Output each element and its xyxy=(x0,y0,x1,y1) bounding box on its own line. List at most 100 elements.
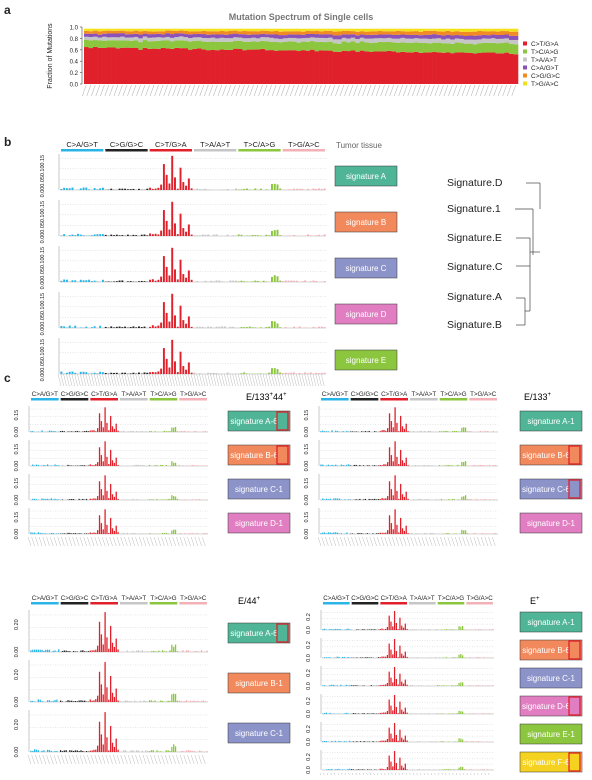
stack-segment xyxy=(301,38,306,41)
spectrum-bar xyxy=(54,499,55,500)
panel-b-ytick: 0.10 xyxy=(40,165,46,176)
stack-segment xyxy=(495,39,500,43)
context-label-mark xyxy=(322,537,325,546)
stack-segment xyxy=(391,29,396,32)
stack-segment xyxy=(410,35,415,39)
cell-label-mark xyxy=(182,85,186,96)
cell-label-mark xyxy=(173,85,177,96)
spectrum-bar xyxy=(144,235,146,236)
stack-segment xyxy=(360,34,365,37)
spectrum-bar xyxy=(182,320,184,328)
panel-c-ytick: 0.15 xyxy=(14,444,20,455)
spectrum-bar xyxy=(130,327,132,328)
spectrum-bar xyxy=(390,706,391,714)
stack-segment xyxy=(315,31,320,34)
stack-segment xyxy=(138,38,143,42)
spectrum-bar xyxy=(94,373,96,374)
spectrum-bar xyxy=(496,431,497,432)
context-label-mark xyxy=(169,537,172,546)
panel-c-ytick: 0.00 xyxy=(14,697,20,708)
stack-segment xyxy=(324,42,329,50)
stack-segment xyxy=(450,40,455,44)
spectrum-bar xyxy=(174,269,176,282)
spectrum-bar xyxy=(470,431,471,432)
stack-segment xyxy=(306,29,311,31)
spectrum-bar xyxy=(254,327,256,328)
stack-segment xyxy=(220,34,225,38)
spectrum-bar xyxy=(455,685,456,686)
stack-segment xyxy=(238,38,243,41)
stack-segment xyxy=(229,31,234,34)
spectrum-bar xyxy=(167,499,168,500)
spectrum-bar xyxy=(82,650,83,652)
cell-label-mark xyxy=(146,85,150,96)
spectrum-bar xyxy=(417,657,418,658)
spectrum-bar xyxy=(166,175,168,190)
spectrum-bar xyxy=(381,657,382,658)
spectrum-bar xyxy=(90,499,91,500)
context-label-mark xyxy=(197,374,200,386)
spectrum-bar xyxy=(252,281,254,282)
spectrum-bar xyxy=(398,629,399,630)
spectrum-bar xyxy=(411,533,412,534)
spectrum-bar xyxy=(389,447,390,466)
spectrum-bar xyxy=(257,281,259,282)
stack-segment xyxy=(197,34,202,37)
stack-segment xyxy=(455,52,460,84)
stack-segment xyxy=(486,39,491,43)
context-label-mark xyxy=(64,374,67,386)
panel-c-ytick: 0.2 xyxy=(306,725,312,733)
dendrogram-label: Signature.1 xyxy=(447,203,501,215)
spectrum-bar xyxy=(435,713,436,714)
cell-label-mark xyxy=(363,85,367,96)
panel-c-ytick: 0.00 xyxy=(14,647,20,658)
spectrum-bar xyxy=(171,156,173,190)
spectrum-bar xyxy=(103,427,104,432)
spectrum-bar xyxy=(307,373,309,374)
spectrum-bar xyxy=(124,189,126,190)
spectrum-bar xyxy=(108,430,109,432)
spectrum-bar xyxy=(328,431,329,432)
stack-segment xyxy=(174,37,179,40)
stack-segment xyxy=(473,29,478,32)
spectrum-bar xyxy=(63,188,65,190)
spectrum-bar xyxy=(82,431,83,432)
spectrum-bar xyxy=(116,526,117,534)
panel-c-signature-box-label: signature C-1 xyxy=(235,485,284,494)
spectrum-bar xyxy=(365,499,366,500)
spectrum-bar xyxy=(184,499,185,500)
panel-c-title: E/44+ xyxy=(238,596,261,606)
spectrum-bar xyxy=(354,465,355,466)
spectrum-bar xyxy=(78,431,79,432)
spectrum-bar xyxy=(90,751,91,752)
context-label-mark xyxy=(208,374,211,386)
spectrum-bar xyxy=(132,750,133,752)
spectrum-bar xyxy=(88,280,90,282)
spectrum-bar xyxy=(121,373,123,374)
spectrum-bar xyxy=(396,651,397,658)
spectrum-bar xyxy=(462,655,463,658)
spectrum-bar xyxy=(344,465,345,466)
spectrum-bar xyxy=(127,189,129,190)
spectrum-bar xyxy=(407,431,408,432)
spectrum-bar xyxy=(252,327,254,328)
context-label-mark xyxy=(130,374,133,386)
spectrum-bar xyxy=(191,327,193,328)
stack-segment xyxy=(423,29,428,31)
panel-c-spectrum xyxy=(319,406,498,432)
spectrum-bar xyxy=(101,523,102,534)
spectrum-bar xyxy=(71,235,73,236)
spectrum-bar xyxy=(160,277,162,282)
spectrum-bar xyxy=(116,281,118,282)
spectrum-bar xyxy=(51,465,52,466)
spectrum-bar xyxy=(347,629,348,630)
spectrum-bar xyxy=(67,431,68,432)
spectrum-bar xyxy=(419,431,420,432)
spectrum-bar xyxy=(328,657,329,658)
spectrum-bar xyxy=(401,738,402,742)
spectrum-bar xyxy=(394,475,395,500)
stack-segment xyxy=(238,31,243,34)
spectrum-bar xyxy=(393,461,394,466)
stack-segment xyxy=(405,32,410,35)
cell-label-mark xyxy=(213,85,217,96)
